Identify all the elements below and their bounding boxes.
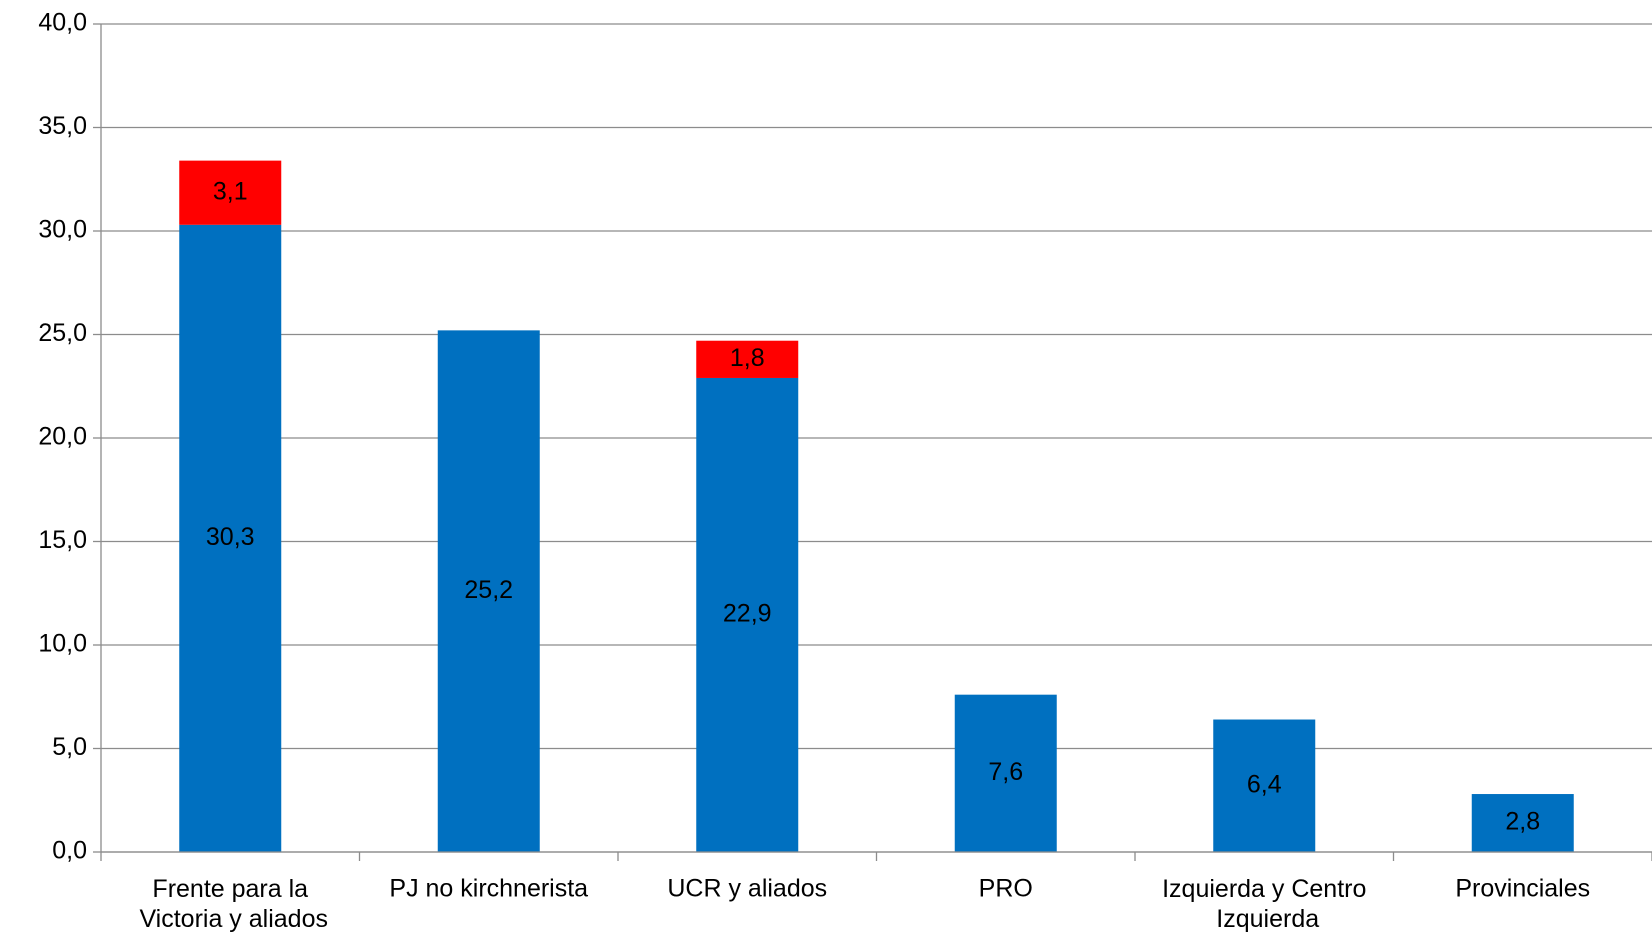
data-label: 6,4 bbox=[1247, 770, 1282, 798]
bar-segment bbox=[696, 340, 799, 378]
y-tick-label: 40,0 bbox=[38, 9, 87, 37]
data-label: 22,9 bbox=[723, 600, 772, 628]
data-label: 30,3 bbox=[206, 523, 255, 551]
data-label: 1,8 bbox=[730, 344, 765, 372]
bar-segment bbox=[437, 330, 540, 852]
bar-segment bbox=[1213, 719, 1316, 852]
x-tick-label: Izquierda y Centro Izquierda bbox=[1162, 875, 1366, 933]
bar-segment bbox=[179, 160, 282, 225]
x-tick-label: PJ no kirchnerista bbox=[389, 875, 588, 903]
bar-segment bbox=[954, 694, 1057, 852]
y-tick-label: 30,0 bbox=[38, 216, 87, 244]
data-label: 2,8 bbox=[1505, 808, 1540, 836]
y-tick-label: 10,0 bbox=[38, 630, 87, 658]
y-tick-label: 0,0 bbox=[52, 837, 87, 865]
y-tick-label: 25,0 bbox=[38, 319, 87, 347]
data-label: 3,1 bbox=[213, 177, 248, 205]
bar-segment bbox=[696, 377, 799, 852]
data-label: 25,2 bbox=[464, 576, 513, 604]
x-tick-label: Provinciales bbox=[1455, 875, 1590, 903]
x-tick-label: PRO bbox=[979, 875, 1033, 903]
y-tick-label: 5,0 bbox=[52, 733, 87, 761]
x-tick-label: UCR y aliados bbox=[667, 875, 827, 903]
data-label: 7,6 bbox=[988, 758, 1023, 786]
y-tick-label: 15,0 bbox=[38, 526, 87, 554]
bar-segment bbox=[1471, 794, 1574, 852]
y-tick-label: 20,0 bbox=[38, 423, 87, 451]
y-tick-label: 35,0 bbox=[38, 112, 87, 140]
bar-segment bbox=[179, 224, 282, 853]
x-tick-label: Frente para la Victoria y aliados bbox=[133, 875, 328, 933]
